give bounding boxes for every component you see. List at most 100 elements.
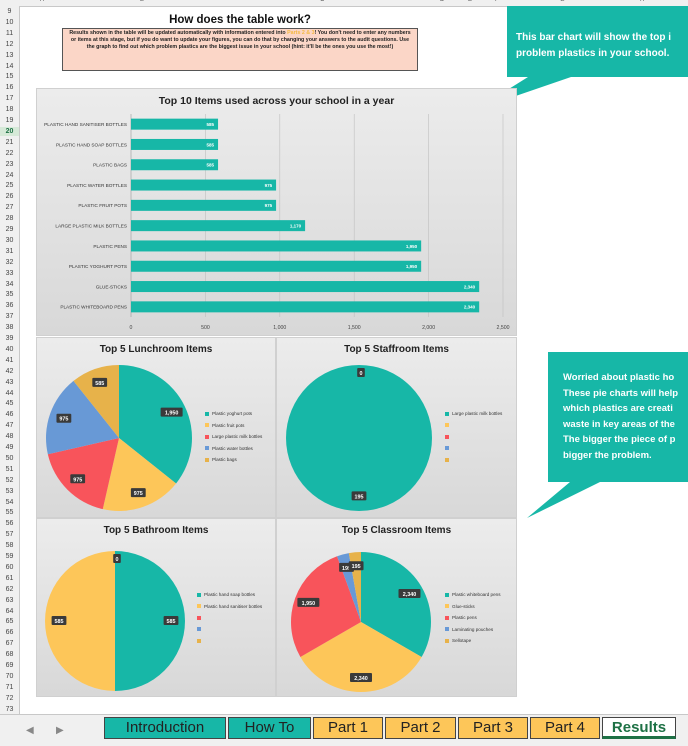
row-label[interactable]: 26	[5, 193, 14, 201]
row-label[interactable]: 56	[5, 520, 14, 528]
legend-swatch	[445, 446, 449, 451]
pie-slice	[291, 556, 361, 657]
row-label[interactable]: 34	[5, 280, 14, 288]
tab-results[interactable]: Results	[602, 717, 676, 739]
row-label[interactable]: 10	[5, 18, 14, 26]
sheet-tab-bar: ◀ ▶ Introduction How To Part 1 Part 2 Part 3…	[0, 714, 688, 746]
triangle-right-icon[interactable]: ▶	[56, 725, 64, 736]
classroom-chart-panel[interactable]: Top 5 Classroom Items 2,340 2,340 1,950 195…	[276, 518, 517, 697]
row-label[interactable]: 15	[5, 73, 14, 81]
tab-introduction[interactable]: Introduction	[104, 717, 226, 739]
row-label[interactable]: 61	[5, 574, 14, 582]
row-label[interactable]: 30	[5, 236, 14, 244]
row-label[interactable]: 14	[5, 62, 14, 70]
column-label[interactable]: F	[495, 0, 499, 3]
pie-callout-line: which plastics are creati	[563, 403, 673, 414]
row-label[interactable]: 16	[5, 84, 14, 92]
row-label[interactable]: 65	[5, 618, 14, 626]
row-label[interactable]: 31	[5, 247, 14, 255]
row-label[interactable]: 12	[5, 40, 14, 48]
column-label[interactable]: E	[468, 0, 473, 3]
legend-label: Large plastic milk bottles	[452, 411, 503, 417]
row-label[interactable]: 66	[5, 629, 14, 637]
row-label[interactable]: 69	[5, 662, 14, 669]
row-label[interactable]: 29	[5, 226, 14, 233]
row-label[interactable]: 25	[5, 182, 14, 190]
pie-slice	[45, 551, 115, 691]
triangle-left-icon[interactable]: ◀	[26, 725, 34, 736]
row-label[interactable]: 42	[5, 367, 14, 375]
info-box: Results shown in the table will be updat…	[62, 28, 418, 71]
row-label[interactable]: 47	[5, 422, 14, 430]
row-label[interactable]: 9	[7, 8, 12, 15]
row-label[interactable]: 60	[5, 563, 14, 571]
row-label[interactable]: 67	[5, 640, 14, 648]
row-label[interactable]: 17	[5, 95, 14, 103]
tab-part-2[interactable]: Part 2	[385, 717, 456, 739]
row-label[interactable]: 72	[5, 694, 14, 702]
legend-label: Large plastic milk bottles	[212, 434, 263, 440]
row-label[interactable]: 68	[5, 651, 14, 659]
row-label[interactable]: 48	[5, 433, 14, 441]
row-label[interactable]: 33	[5, 269, 14, 277]
row-label[interactable]: 32	[5, 258, 14, 266]
staffroom-chart-panel[interactable]: Top 5 Staffroom Items 195 0 Large plastic…	[276, 337, 517, 518]
bathroom-pie: 585 585 0	[45, 551, 185, 691]
row-label[interactable]: 64	[5, 607, 14, 615]
row-label[interactable]: 59	[5, 553, 14, 560]
row-label[interactable]: 40	[5, 345, 14, 353]
row-label[interactable]: 37	[5, 313, 14, 321]
bar	[131, 179, 277, 191]
row-label[interactable]: 58	[5, 542, 14, 550]
row-label[interactable]: 43	[5, 378, 14, 386]
column-label[interactable]: H	[640, 0, 645, 3]
row-label[interactable]: 44	[5, 389, 14, 397]
row-label[interactable]: 35	[5, 291, 14, 299]
tab-part-4[interactable]: Part 4	[530, 717, 600, 739]
row-label[interactable]: 21	[5, 138, 14, 146]
row-label[interactable]: 13	[5, 51, 14, 59]
row-label[interactable]: 53	[5, 487, 14, 495]
row-label[interactable]: 51	[5, 465, 14, 473]
pie-slice	[73, 365, 119, 438]
row-label[interactable]: 24	[5, 171, 14, 179]
row-label[interactable]: 23	[5, 160, 14, 168]
row-label[interactable]: 27	[5, 204, 14, 212]
tab-part-3[interactable]: Part 3	[458, 717, 528, 739]
row-label[interactable]: 73	[5, 705, 14, 713]
row-label[interactable]: 39	[5, 335, 14, 342]
row-label[interactable]: 41	[5, 356, 14, 364]
lunchroom-chart-panel[interactable]: Top 5 Lunchroom Items 1,950 975 975 975 585 …	[36, 337, 276, 518]
row-label[interactable]: 22	[5, 149, 14, 157]
row-label[interactable]: 11	[5, 29, 14, 37]
column-label[interactable]: D	[440, 0, 445, 3]
row-label[interactable]: 62	[5, 585, 14, 593]
row-label[interactable]: 52	[5, 476, 14, 484]
row-label[interactable]: 46	[5, 411, 14, 419]
row-label[interactable]: 55	[5, 509, 14, 517]
row-label[interactable]: 36	[5, 302, 14, 310]
column-label[interactable]: C	[320, 0, 325, 3]
row-label[interactable]: 63	[5, 596, 14, 604]
row-label[interactable]: 70	[5, 672, 14, 680]
row-label[interactable]: 18	[5, 106, 14, 114]
legend-item: Sellotape	[445, 635, 501, 647]
column-label[interactable]: B	[140, 0, 145, 3]
row-label[interactable]: 49	[5, 444, 14, 451]
row-label[interactable]: 45	[5, 400, 14, 408]
column-label[interactable]: G	[560, 0, 565, 3]
row-label[interactable]: 28	[5, 215, 14, 223]
row-label[interactable]: 54	[5, 498, 14, 506]
legend-swatch	[445, 592, 449, 597]
row-label[interactable]: 57	[5, 531, 14, 539]
bathroom-chart-panel[interactable]: Top 5 Bathroom Items 585 585 0 Plastic han…	[36, 518, 276, 697]
bar-chart-panel[interactable]: Top 10 Items used across your school in …	[36, 88, 517, 336]
row-label[interactable]: 71	[5, 683, 14, 691]
row-label[interactable]: 20	[0, 126, 19, 136]
tab-how-to[interactable]: How To	[228, 717, 311, 739]
column-label[interactable]: A	[40, 0, 45, 3]
row-label[interactable]: 38	[5, 324, 14, 332]
row-label[interactable]: 50	[5, 454, 14, 462]
row-label[interactable]: 19	[5, 117, 14, 124]
tab-part-1[interactable]: Part 1	[313, 717, 383, 739]
